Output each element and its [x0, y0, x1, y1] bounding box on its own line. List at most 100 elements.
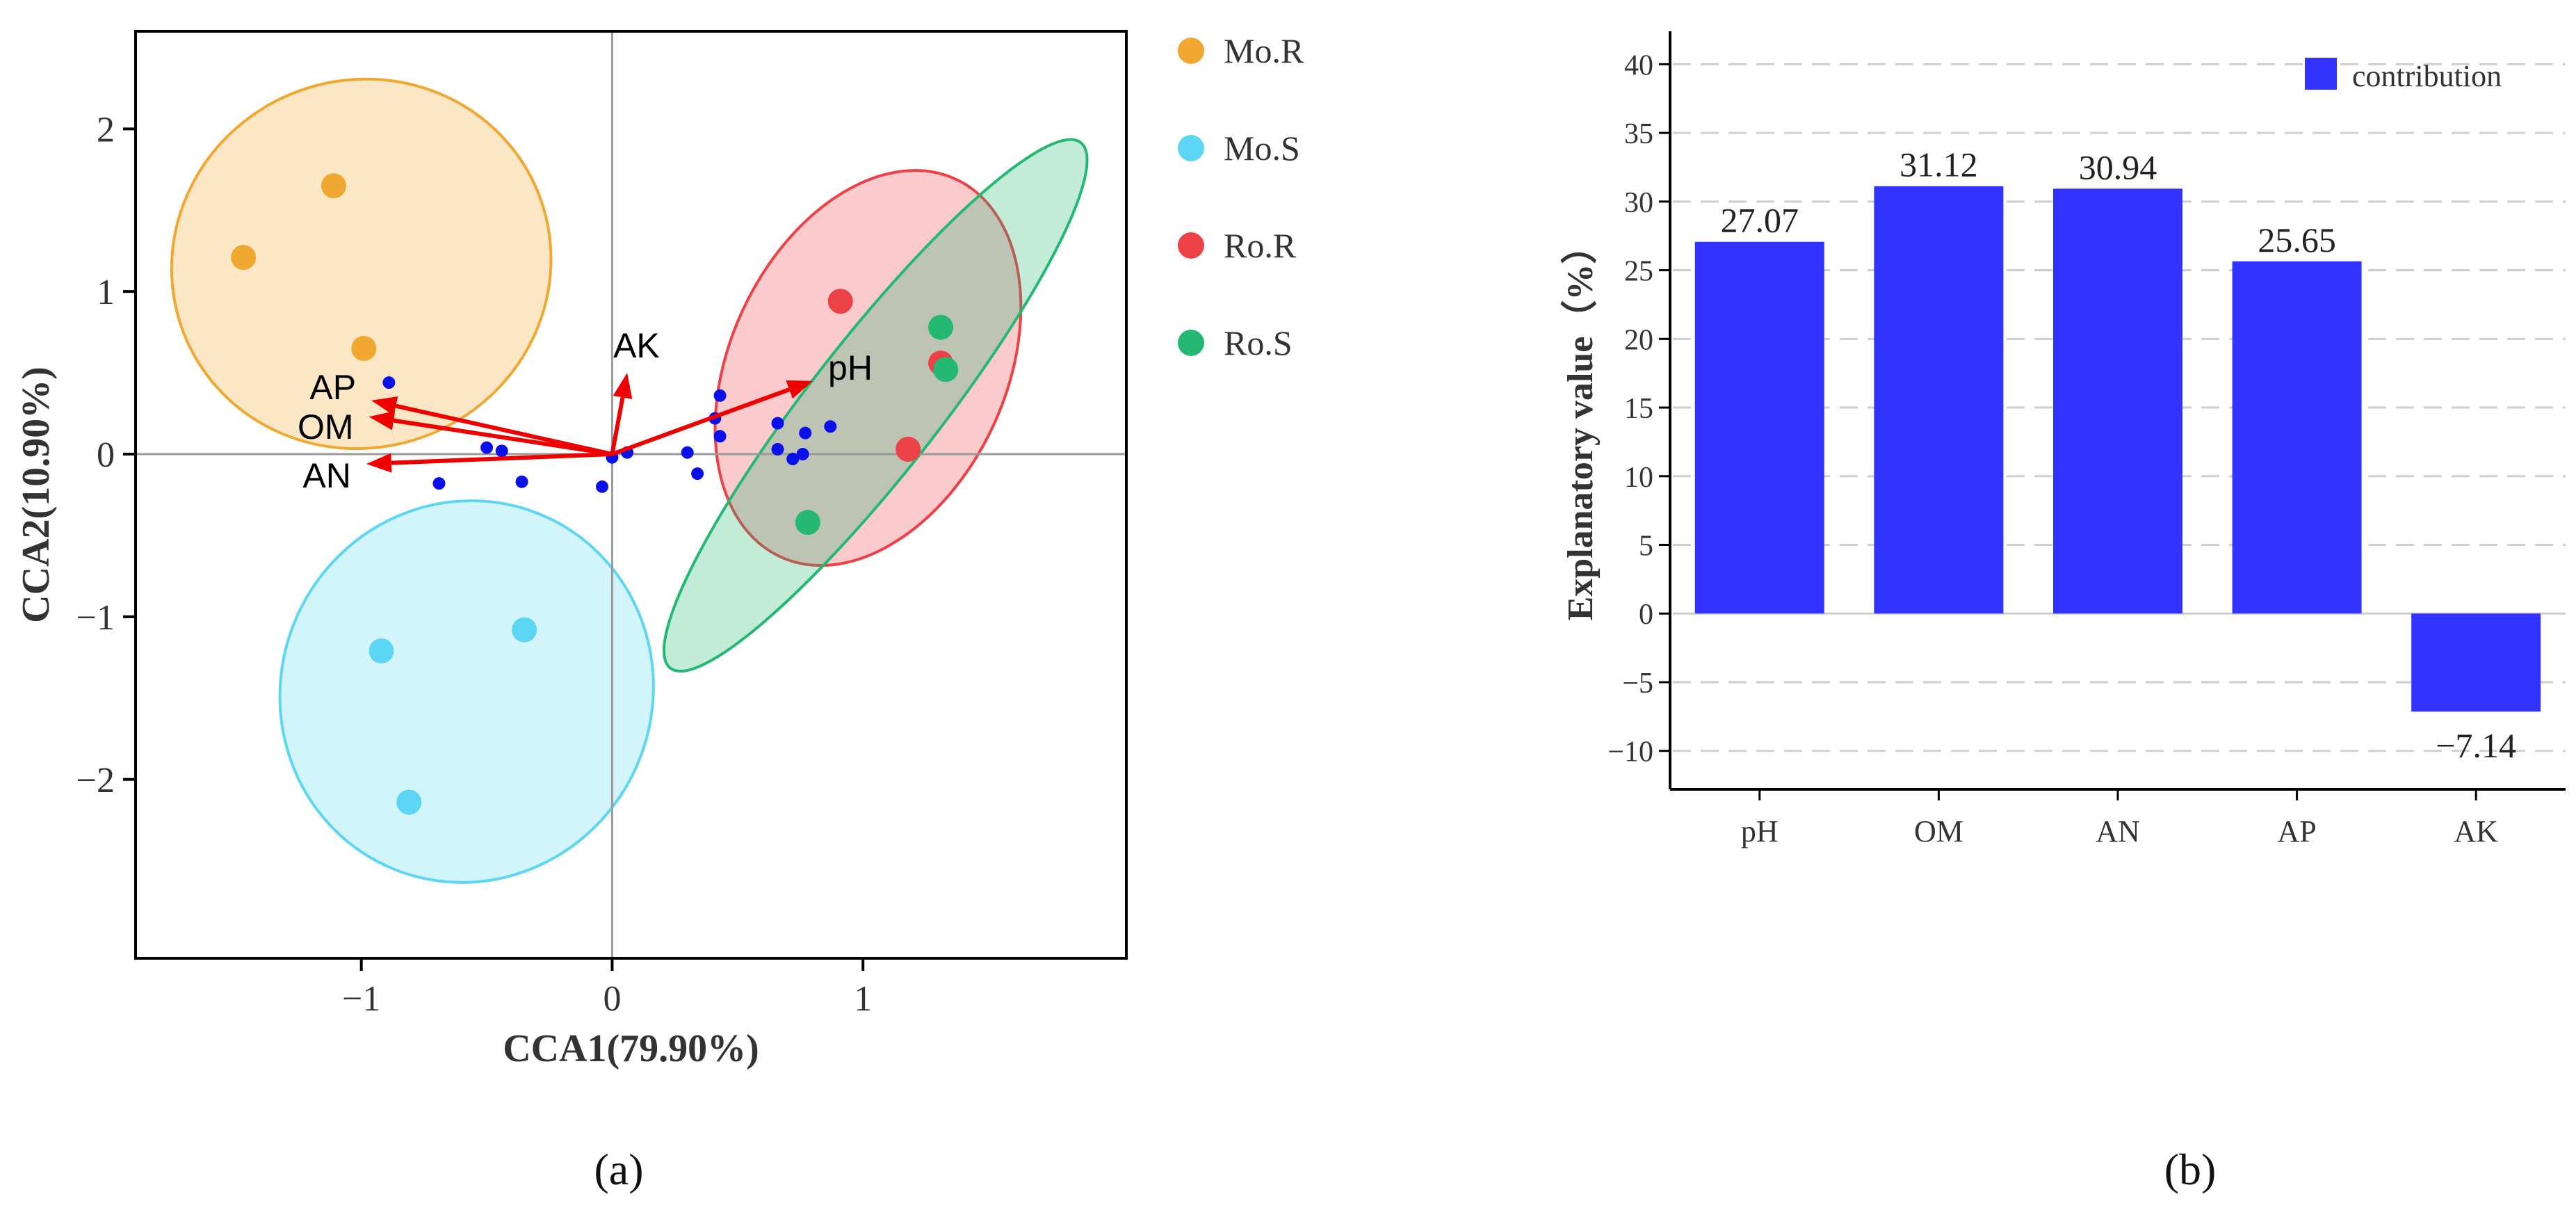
arrow-shaft-ph — [611, 387, 791, 456]
species-point — [480, 441, 494, 454]
arrow-label-an: AN — [302, 456, 350, 495]
x-tick-label: pH — [1741, 814, 1779, 848]
legend: Mo.R Mo.S Ro.R Ro.S — [1178, 31, 1304, 362]
bar-value-label: 30.94 — [2079, 147, 2157, 186]
y-axis-label: CCA2(10.90%) — [15, 366, 58, 623]
y-tick-label: 30 — [1624, 187, 1653, 219]
axes: −10 −5 0 5 10 15 20 25 30 35 40 pH OM AN AP AK — [1607, 31, 2566, 848]
ellipse-ro-r — [713, 169, 1023, 567]
species-point — [691, 467, 704, 481]
bar-ph — [1694, 241, 1824, 614]
species-point — [495, 444, 508, 458]
y-tick-label: 40 — [1624, 49, 1653, 81]
axis-ticks: −1 0 1 −2 −1 0 1 2 — [76, 110, 873, 1019]
group-ellipses — [170, 77, 1089, 884]
y-tick-label: −2 — [76, 761, 115, 800]
sample-point-ro-r — [896, 437, 921, 462]
bar-om — [1874, 186, 2004, 614]
species-point — [596, 480, 609, 493]
legend-label-ro-s: Ro.S — [1224, 323, 1293, 362]
ellipse-ro-s — [662, 138, 1089, 673]
sample-point-mo-s — [396, 789, 422, 815]
species-point — [786, 453, 800, 466]
y-tick-label: 5 — [1639, 531, 1653, 563]
arrow-label-om: OM — [298, 408, 354, 446]
bar-value-label: 31.12 — [1899, 145, 1978, 184]
bar-an — [2053, 188, 2182, 614]
species-point — [824, 420, 837, 433]
y-tick-label: −1 — [76, 598, 115, 638]
arrow-head-ak — [613, 373, 633, 400]
species-point — [799, 426, 812, 440]
sample-point-mo-s — [512, 617, 537, 643]
arrow-head-ph — [786, 380, 813, 399]
legend-label-mo-r: Mo.R — [1224, 31, 1304, 70]
sample-point-mo-s — [368, 638, 394, 664]
bar-value-label: −7.14 — [2436, 726, 2516, 765]
sample-point-mo-r — [321, 173, 346, 199]
ellipse-mo-r — [170, 77, 553, 451]
arrow-head-om — [368, 410, 396, 430]
species-point — [382, 376, 396, 389]
species-point — [796, 448, 809, 461]
plot-frame — [134, 30, 1128, 960]
x-tick-label: AK — [2454, 814, 2498, 848]
legend-marker-ro-s — [1178, 330, 1204, 356]
legend-marker-mo-s — [1178, 135, 1204, 161]
x-tick-label: −1 — [342, 979, 380, 1019]
legend-marker-mo-r — [1178, 38, 1204, 64]
x-tick-label: AP — [2277, 814, 2316, 848]
x-tick-label: 0 — [603, 979, 621, 1019]
arrow-label-ak: AK — [613, 326, 660, 365]
y-axis-label: Explanatory value（%） — [1560, 228, 1601, 621]
panel-label-b: (b) — [2164, 1145, 2217, 1194]
arrow-label-ap: AP — [309, 368, 356, 407]
x-tick-label: OM — [1914, 814, 1963, 848]
species-point — [713, 389, 727, 402]
bar-ap — [2232, 261, 2362, 614]
ellipse-mo-s — [278, 499, 655, 884]
y-tick-label: −5 — [1622, 668, 1653, 700]
legend-swatch — [2305, 58, 2337, 90]
y-tick-label: 10 — [1624, 462, 1653, 494]
species-point — [771, 443, 784, 456]
y-tick-label: 15 — [1624, 393, 1653, 425]
y-tick-label: 0 — [97, 435, 115, 475]
arrow-shaft-ak — [610, 396, 625, 455]
sample-point-mo-r — [231, 245, 257, 271]
sample-point-ro-s — [928, 314, 954, 340]
legend-marker-ro-r — [1178, 232, 1204, 259]
species-point — [713, 430, 727, 443]
arrow-head-an — [366, 453, 392, 473]
species-point — [681, 446, 694, 459]
contribution-bar-panel: 27.07 31.12 30.94 25.65 −7.14 −10 −5 0 5 10 15 20 2… — [1560, 31, 2566, 1194]
arrow-label-ph: pH — [828, 348, 873, 387]
legend: contribution — [2305, 58, 2502, 93]
y-tick-label: 35 — [1624, 118, 1653, 150]
y-tick-label: 1 — [97, 273, 115, 312]
sample-point-mo-r — [351, 336, 377, 362]
species-point — [771, 417, 784, 430]
species-point — [515, 475, 528, 488]
y-tick-label: 0 — [1639, 599, 1653, 631]
arrow-head-ap — [371, 396, 398, 416]
panel-label-a: (a) — [594, 1145, 643, 1194]
bar-ak — [2411, 613, 2541, 712]
legend-label-ro-r: Ro.R — [1224, 226, 1297, 265]
arrow-shaft-ap — [395, 403, 613, 456]
sample-point-ro-s — [933, 357, 959, 382]
y-tick-label: 25 — [1624, 256, 1653, 288]
species-points — [382, 376, 837, 493]
y-tick-label: −10 — [1607, 736, 1653, 768]
species-point — [432, 477, 446, 490]
arrow-shaft-an — [391, 452, 613, 465]
y-tick-label: 20 — [1624, 324, 1653, 356]
sample-point-ro-s — [795, 510, 820, 535]
legend-label: contribution — [2352, 59, 2502, 93]
bars: 27.07 31.12 30.94 25.65 −7.14 — [1694, 145, 2541, 765]
arrow-shaft-om — [393, 418, 613, 457]
legend-label-mo-s: Mo.S — [1224, 129, 1300, 168]
